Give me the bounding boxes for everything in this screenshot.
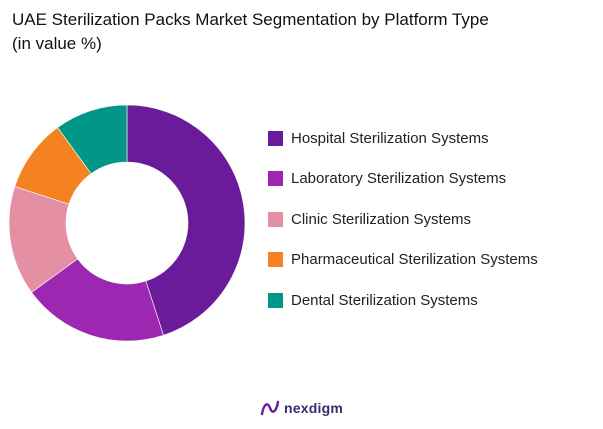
legend-item: Dental Sterilization Systems xyxy=(268,290,603,310)
legend-item: Hospital Sterilization Systems xyxy=(268,128,603,148)
legend-label: Pharmaceutical Sterilization Systems xyxy=(291,251,538,268)
brand-name: nexdigm xyxy=(284,400,343,416)
donut-slice-5 xyxy=(57,104,128,175)
donut-chart xyxy=(8,104,246,342)
legend-label: Dental Sterilization Systems xyxy=(291,291,478,309)
nexdigm-logo-icon xyxy=(260,400,280,416)
legend-label: Laboratory Sterilization Systems xyxy=(291,170,507,187)
legend-swatch xyxy=(268,252,283,267)
legend-swatch xyxy=(268,211,283,227)
chart-title-line-2: (in value %) xyxy=(12,34,102,53)
legend-item: Laboratory Sterilization Systems xyxy=(268,169,603,189)
legend-label: Hospital Sterilization Systems xyxy=(291,129,489,147)
legend-swatch xyxy=(268,292,283,308)
legend-item: Pharmaceutical Sterilization Systems xyxy=(268,250,603,270)
legend-swatch xyxy=(268,130,283,146)
legend-swatch xyxy=(268,171,283,186)
chart-title: UAE Sterilization Packs Market Segmentat… xyxy=(12,8,597,56)
brand-footer: nexdigm xyxy=(0,396,603,420)
chart-title-line-1: UAE Sterilization Packs Market Segmentat… xyxy=(12,10,489,29)
donut-slice-1 xyxy=(126,104,246,336)
legend-label: Clinic Sterilization Systems xyxy=(291,210,472,228)
legend-item: Clinic Sterilization Systems xyxy=(268,209,603,229)
chart-legend: Hospital Sterilization Systems Laboratory… xyxy=(268,128,603,331)
donut-slice-2 xyxy=(31,258,164,342)
